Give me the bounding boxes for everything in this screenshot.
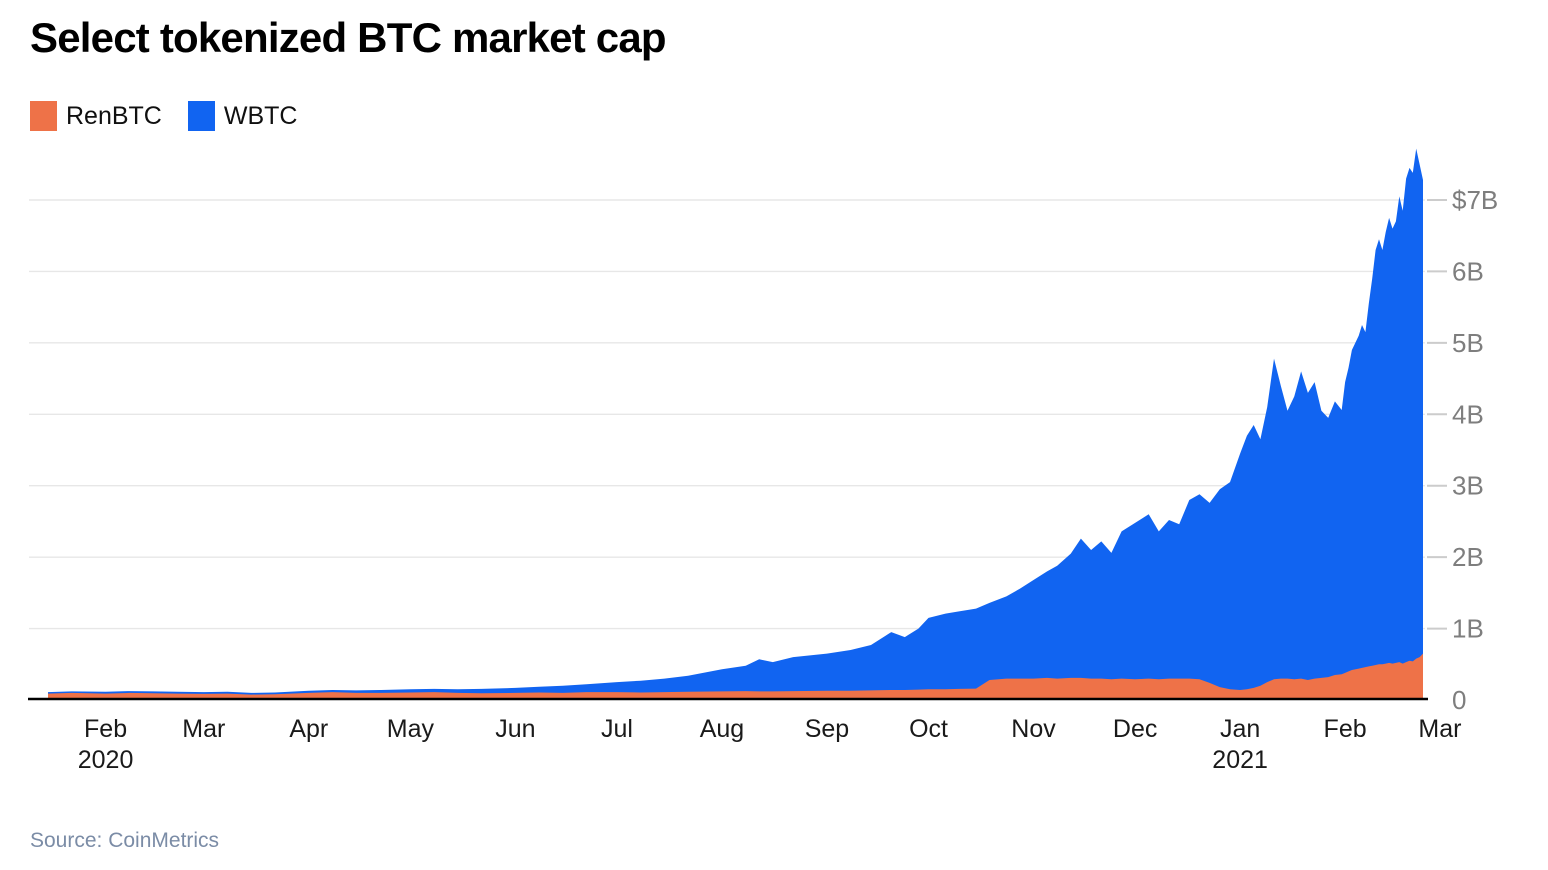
x-tick-label: Jan: [1220, 715, 1260, 743]
x-tick-label: Mar: [182, 715, 225, 743]
area-renbtc: [48, 653, 1423, 700]
y-tick-label: 1B: [1452, 614, 1484, 644]
x-tick-label: Mar: [1418, 715, 1461, 743]
x-tick-label: Sep: [805, 715, 849, 743]
y-tick-label: 2B: [1452, 542, 1484, 572]
x-tick-label: Feb: [1324, 715, 1367, 743]
x-tick-year-label: 2021: [1212, 746, 1268, 774]
y-tick-label: 4B: [1452, 399, 1484, 429]
y-tick-label: 0: [1452, 685, 1466, 715]
x-tick-label: Dec: [1113, 715, 1157, 743]
legend: RenBTC WBTC: [30, 101, 297, 131]
wbtc-swatch-icon: [187, 101, 215, 131]
source-attribution: Source: CoinMetrics: [30, 829, 220, 852]
legend-label-wbtc: WBTC: [223, 101, 298, 130]
legend-item-renbtc: RenBTC: [30, 101, 162, 131]
x-tick-label: Aug: [700, 715, 744, 743]
area-wbtc: [48, 148, 1423, 701]
chart-plot-area[interactable]: [28, 145, 1428, 701]
x-tick-label: Apr: [289, 715, 328, 743]
legend-item-wbtc: WBTC: [187, 101, 298, 131]
y-tick-label: 6B: [1452, 256, 1484, 286]
x-tick-label: Jul: [601, 715, 633, 743]
legend-label-renbtc: RenBTC: [66, 101, 162, 130]
renbtc-swatch-icon: [30, 101, 57, 131]
x-tick-label: Oct: [909, 715, 948, 743]
x-tick-label: Jun: [495, 715, 535, 743]
y-tick-label: $7B: [1452, 185, 1498, 215]
x-tick-year-label: 2020: [78, 746, 134, 774]
page-title: Select tokenized BTC market cap: [30, 14, 667, 61]
y-tick-label: 5B: [1452, 328, 1484, 358]
x-tick-label: Nov: [1011, 715, 1056, 743]
x-tick-label: Feb: [84, 715, 127, 743]
y-tick-label: 3B: [1452, 471, 1484, 501]
x-tick-label: May: [387, 715, 435, 743]
